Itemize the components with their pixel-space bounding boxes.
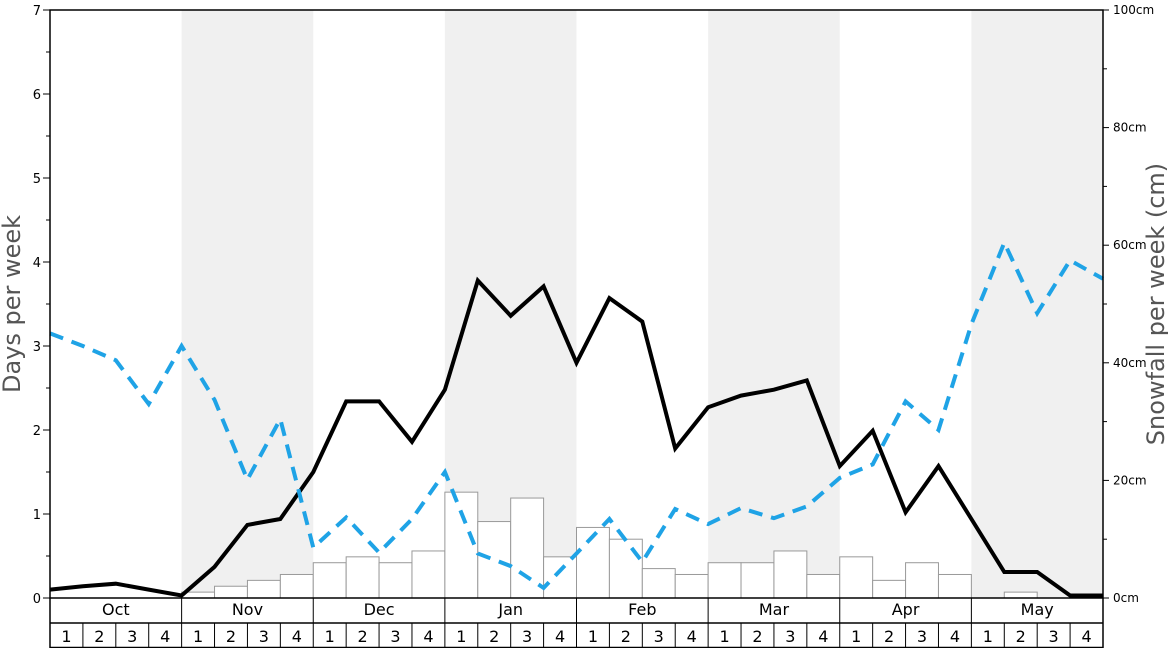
snowfall-bars [181,491,1038,599]
snowfall-bar [641,568,676,599]
snowfall-bar [411,550,446,599]
week-label: 4 [950,627,960,646]
snowfall-bar [905,562,939,599]
week-label: 1 [325,627,335,646]
series-lines [49,237,1104,598]
week-label: 3 [390,627,400,646]
month-label-may: May [1021,600,1054,619]
week-label: 2 [1016,627,1026,646]
week-label: 1 [456,627,466,646]
right-tick-label: 0cm [1113,591,1139,605]
week-label: 1 [61,627,71,646]
week-label: 4 [687,627,697,646]
snowfall-bar [543,556,577,599]
left-tick-label: 0 [33,592,41,607]
snowfall-bar [345,556,380,599]
week-label: 2 [621,627,631,646]
snowfall-bar [839,556,874,599]
left-tick-label: 5 [33,172,41,187]
snowfall-bar [477,521,512,599]
week-label: 4 [423,627,433,646]
month-label-oct: Oct [102,600,130,619]
snowfall-bar [674,573,709,599]
left-tick-label: 6 [33,88,41,103]
black-line [49,276,1103,598]
week-label: 2 [358,627,368,646]
week-label: 2 [884,627,894,646]
week-label: 4 [818,627,828,646]
week-label: 3 [522,627,532,646]
left-tick-label: 3 [33,340,41,355]
snowfall-bar [246,579,281,599]
left-tick-label: 1 [33,508,41,523]
right-tick-label: 40cm [1113,356,1147,370]
week-label: 2 [489,627,499,646]
right-tick-label: 80cm [1113,121,1147,135]
left-axis-title: Days per week [0,215,26,393]
month-shade-may [971,10,1103,598]
month-shading [181,10,1103,598]
left-tick-label: 2 [33,424,41,439]
snowfall-bar [1003,591,1038,599]
snowfall-bar [937,573,972,599]
snowfall-bar [608,538,643,599]
right-tick-label: 100cm [1113,3,1154,17]
month-label-dec: Dec [364,600,395,619]
week-label: 2 [94,627,104,646]
week-label: 3 [654,627,664,646]
week-label: 4 [292,627,302,646]
snowfall-bar [312,562,347,599]
week-label: 4 [160,627,170,646]
snowfall-bar [510,497,545,599]
week-label: 2 [752,627,762,646]
snowfall-bar [214,585,248,599]
axis-labels: 0 1 2 3 4 5 6 7 0cm 20cm 40cm 60cm 80cm 100cm Oct 1 2 3 4 N… [33,3,1154,646]
week-label: 1 [851,627,861,646]
left-tick-label: 7 [33,4,41,19]
week-label: 4 [1081,627,1091,646]
week-label: 3 [917,627,927,646]
week-label: 3 [259,627,269,646]
month-shade-nov [181,10,314,598]
week-label: 3 [785,627,795,646]
week-label: 1 [983,627,993,646]
week-label: 3 [1049,627,1059,646]
week-label: 1 [719,627,729,646]
week-label: 1 [588,627,598,646]
snowfall-bar [707,562,742,599]
month-shade-mar [708,10,840,598]
right-tick-label: 60cm [1113,238,1147,252]
month-label-mar: Mar [759,600,790,619]
week-label: 2 [226,627,236,646]
snowfall-bar [806,573,841,599]
blue-dashed-line [49,237,1104,591]
month-label-nov: Nov [232,600,263,619]
left-tick-label: 4 [33,256,41,271]
snowfall-bar [279,573,314,599]
snowfall-bar [740,562,775,599]
month-label-jan: Jan [497,600,523,619]
month-label-apr: Apr [892,600,920,619]
right-axis-title: Snowfall per week (cm) [1142,163,1168,445]
month-label-feb: Feb [628,600,656,619]
week-label: 3 [127,627,137,646]
right-tick-label: 20cm [1113,473,1147,487]
week-label: 1 [193,627,203,646]
snowfall-bar [378,562,413,599]
snowfall-bar [773,550,808,599]
week-label: 4 [555,627,565,646]
snowfall-bar [872,579,907,599]
